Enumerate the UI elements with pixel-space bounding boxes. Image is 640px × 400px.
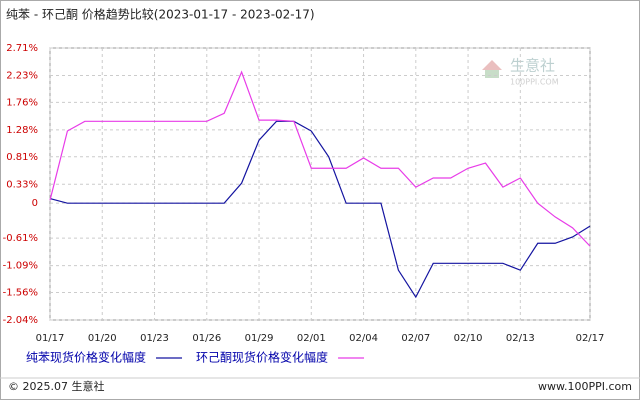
y-tick-label: 1.76% — [6, 97, 38, 108]
y-tick-label: 2.71% — [6, 43, 38, 54]
watermark-logo — [482, 60, 502, 70]
x-tick-label: 01/26 — [192, 333, 221, 344]
footer-right: www.100PPI.com — [538, 380, 632, 393]
chart-title: 纯苯 - 环己酮 价格趋势比较(2023-01-17 - 2023-02-17) — [6, 7, 315, 22]
y-tick-label: -1.56% — [3, 288, 38, 299]
y-tick-label: -2.04% — [3, 315, 38, 326]
watermark-text: 100PPI.COM — [510, 78, 559, 87]
y-tick-label: 1.28% — [6, 125, 38, 136]
series-line — [49, 120, 591, 299]
y-tick-label: 2.23% — [6, 70, 38, 81]
watermark-text: 生意社 — [510, 57, 555, 75]
y-tick-label: 0.81% — [6, 152, 38, 163]
footer-left: © 2025.07 生意社 — [8, 379, 104, 393]
legend-label: 纯苯现货价格变化幅度 — [26, 350, 146, 365]
x-tick-label: 01/29 — [245, 333, 274, 344]
x-tick-label: 02/17 — [576, 333, 605, 344]
y-tick-label: 0 — [32, 198, 38, 209]
series-line — [49, 70, 591, 247]
y-tick-label: -0.61% — [3, 233, 38, 244]
legend-label: 环己酮现货价格变化幅度 — [196, 350, 328, 365]
x-tick-label: 02/07 — [401, 333, 430, 344]
x-tick-label: 01/17 — [36, 333, 65, 344]
x-tick-label: 02/10 — [454, 333, 483, 344]
x-tick-label: 02/01 — [297, 333, 326, 344]
x-tick-label: 02/04 — [349, 333, 378, 344]
y-tick-label: -1.09% — [3, 261, 38, 272]
watermark: 生意社 100PPI.COM — [482, 57, 559, 87]
x-tick-label: 02/13 — [506, 333, 535, 344]
y-tick-label: 0.33% — [6, 179, 38, 190]
watermark-logo — [485, 70, 499, 78]
x-tick-label: 01/23 — [140, 333, 169, 344]
x-tick-label: 01/20 — [88, 333, 117, 344]
